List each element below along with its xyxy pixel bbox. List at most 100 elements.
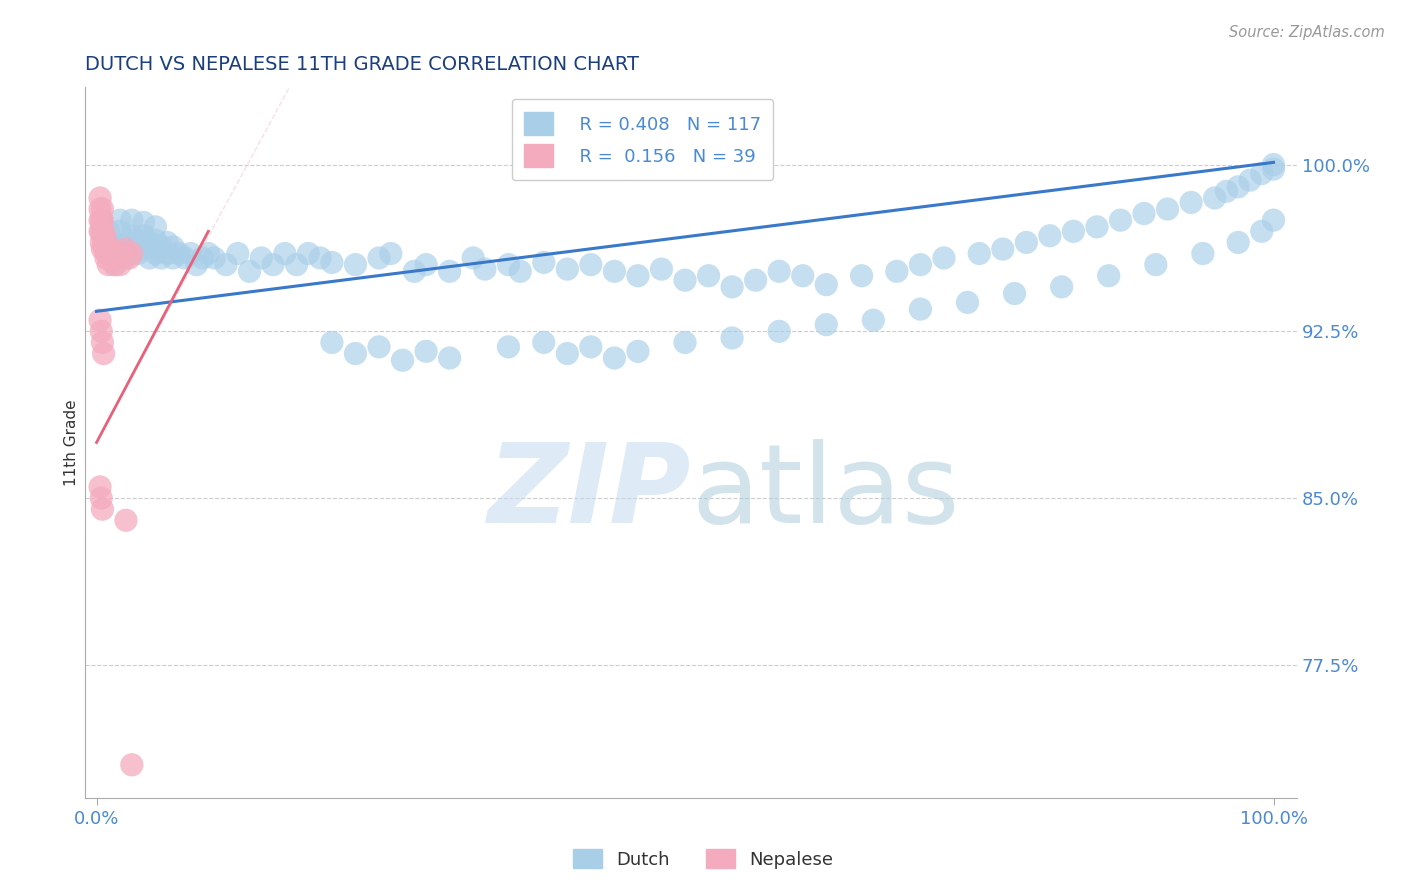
- Point: [768, 324, 790, 338]
- Point: [167, 246, 190, 260]
- Point: [94, 235, 117, 250]
- Point: [115, 513, 138, 527]
- Point: [108, 224, 131, 238]
- Point: [91, 213, 114, 227]
- Point: [862, 313, 884, 327]
- Point: [202, 251, 225, 265]
- Point: [90, 224, 112, 238]
- Point: [111, 246, 134, 260]
- Point: [91, 202, 114, 216]
- Point: [90, 491, 112, 505]
- Point: [156, 235, 179, 250]
- Text: DUTCH VS NEPALESE 11TH GRADE CORRELATION CHART: DUTCH VS NEPALESE 11TH GRADE CORRELATION…: [84, 55, 638, 74]
- Point: [108, 258, 131, 272]
- Point: [118, 251, 141, 265]
- Point: [415, 344, 437, 359]
- Point: [94, 251, 117, 265]
- Point: [380, 246, 402, 260]
- Point: [1227, 235, 1250, 250]
- Point: [1250, 167, 1272, 181]
- Point: [439, 351, 461, 365]
- Point: [226, 246, 249, 260]
- Point: [557, 346, 579, 360]
- Point: [474, 262, 496, 277]
- Point: [1004, 286, 1026, 301]
- Point: [557, 262, 579, 277]
- Point: [121, 228, 143, 243]
- Point: [509, 264, 531, 278]
- Point: [815, 277, 838, 292]
- Text: atlas: atlas: [690, 439, 959, 546]
- Point: [627, 344, 650, 359]
- Point: [579, 340, 602, 354]
- Point: [415, 258, 437, 272]
- Point: [103, 235, 125, 250]
- Point: [93, 224, 115, 238]
- Point: [439, 264, 461, 278]
- Point: [673, 273, 696, 287]
- Point: [138, 235, 160, 250]
- Point: [533, 255, 555, 269]
- Point: [91, 502, 114, 516]
- Point: [90, 324, 112, 338]
- Point: [186, 258, 208, 272]
- Point: [197, 246, 219, 260]
- Point: [89, 213, 111, 227]
- Point: [321, 335, 343, 350]
- Point: [1204, 191, 1226, 205]
- Point: [1192, 246, 1215, 260]
- Point: [90, 213, 112, 227]
- Point: [1156, 202, 1178, 216]
- Point: [1039, 228, 1062, 243]
- Point: [145, 219, 167, 234]
- Point: [97, 246, 120, 260]
- Legend: Dutch, Nepalese: Dutch, Nepalese: [565, 841, 841, 876]
- Point: [368, 340, 391, 354]
- Point: [89, 224, 111, 238]
- Point: [127, 233, 149, 247]
- Point: [1239, 173, 1261, 187]
- Point: [1263, 213, 1285, 227]
- Point: [391, 353, 413, 368]
- Point: [121, 757, 143, 772]
- Point: [321, 255, 343, 269]
- Point: [91, 335, 114, 350]
- Point: [115, 242, 138, 256]
- Point: [627, 268, 650, 283]
- Point: [603, 351, 626, 365]
- Point: [603, 264, 626, 278]
- Point: [90, 235, 112, 250]
- Point: [815, 318, 838, 332]
- Point: [173, 251, 195, 265]
- Text: Source: ZipAtlas.com: Source: ZipAtlas.com: [1229, 25, 1385, 40]
- Point: [1015, 235, 1038, 250]
- Point: [851, 268, 873, 283]
- Point: [721, 331, 744, 345]
- Point: [96, 246, 118, 260]
- Y-axis label: 11th Grade: 11th Grade: [65, 399, 79, 486]
- Point: [108, 246, 131, 260]
- Point: [991, 242, 1014, 256]
- Point: [1263, 162, 1285, 177]
- Point: [107, 251, 129, 265]
- Point: [150, 240, 173, 254]
- Point: [132, 242, 155, 256]
- Point: [104, 258, 127, 272]
- Point: [1062, 224, 1084, 238]
- Point: [262, 258, 284, 272]
- Point: [215, 258, 238, 272]
- Point: [121, 246, 143, 260]
- Point: [533, 335, 555, 350]
- Point: [93, 235, 115, 250]
- Point: [103, 258, 125, 272]
- Point: [650, 262, 672, 277]
- Point: [162, 251, 184, 265]
- Point: [274, 246, 297, 260]
- Point: [768, 264, 790, 278]
- Point: [1050, 280, 1073, 294]
- Point: [93, 346, 115, 360]
- Point: [97, 224, 120, 238]
- Point: [579, 258, 602, 272]
- Point: [94, 228, 117, 243]
- Point: [150, 251, 173, 265]
